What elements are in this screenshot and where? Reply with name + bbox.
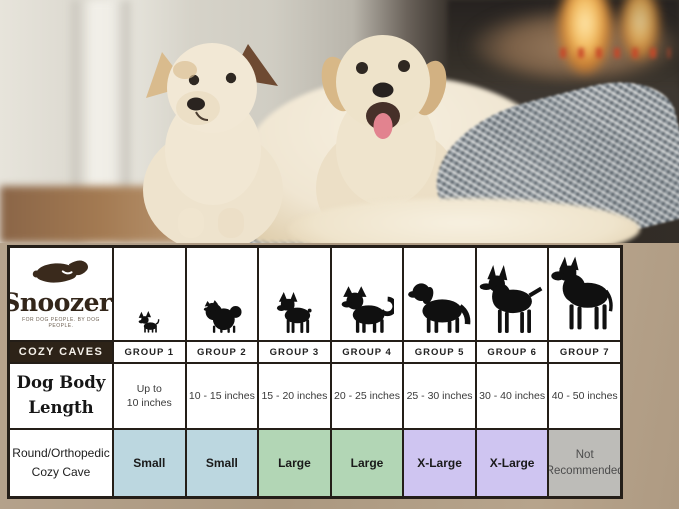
- fireplace-embers: [560, 48, 670, 58]
- dog-silhouette-doberman-icon: [476, 248, 548, 340]
- size-group-7: Not Recommended: [549, 430, 620, 496]
- size-group-1: Small: [114, 430, 185, 496]
- fireplace-flame: [558, 0, 612, 74]
- brand-wordmark: Snoozer®: [10, 290, 112, 315]
- body-length-group-4: 20 - 25 inches: [331, 364, 403, 428]
- size-group-5: X-Large: [404, 430, 475, 496]
- dog-photo-left: [143, 43, 283, 243]
- dog-silhouette-chihuahua-icon: [114, 248, 185, 340]
- body-length-group-6: 30 - 40 inches: [476, 364, 548, 428]
- dog-silhouette-golden-retriever-icon: [404, 248, 475, 340]
- group-header-3: GROUP 3: [259, 342, 330, 362]
- two-dogs-photo: [143, 35, 460, 243]
- dog-silhouette-shiba-inu-icon: [331, 248, 403, 340]
- group-header-6: GROUP 6: [476, 342, 548, 362]
- product-row-label: Round/Orthopedic Cozy Cave: [10, 430, 112, 496]
- size-group-6: X-Large: [476, 430, 548, 496]
- size-table: Snoozer® FOR DOG PEOPLE. BY DOG PEOPLE.: [7, 245, 623, 499]
- body-length-group-5: 25 - 30 inches: [404, 364, 475, 428]
- dog-silhouette-boston-terrier-icon: [259, 248, 330, 340]
- body-length-group-7: 40 - 50 inches: [549, 364, 620, 428]
- group-header-2: GROUP 2: [186, 342, 258, 362]
- dog-silhouette-pomeranian-icon: [186, 248, 258, 340]
- brand-logo: Snoozer® FOR DOG PEOPLE. BY DOG PEOPLE.: [10, 248, 112, 340]
- lifestyle-photo: [0, 0, 679, 243]
- dog-silhouette-great-dane-icon: [549, 248, 620, 340]
- body-length-group-2: 10 - 15 inches: [186, 364, 258, 428]
- group-header-5: GROUP 5: [404, 342, 475, 362]
- body-length-group-3: 15 - 20 inches: [259, 364, 330, 428]
- body-length-row-label: Dog Body Length: [10, 364, 112, 428]
- bed-cushion: [288, 198, 640, 243]
- sizing-chart-strip: Snoozer® FOR DOG PEOPLE. BY DOG PEOPLE.: [0, 243, 679, 509]
- size-group-2: Small: [186, 430, 258, 496]
- body-length-group-1: Up to 10 inches: [114, 364, 185, 428]
- size-group-3: Large: [259, 430, 330, 496]
- group-header-4: GROUP 4: [331, 342, 403, 362]
- size-group-4: Large: [331, 430, 403, 496]
- brand-tagline: FOR DOG PEOPLE. BY DOG PEOPLE.: [22, 317, 100, 329]
- group-header-7: GROUP 7: [549, 342, 620, 362]
- group-header-1: GROUP 1: [114, 342, 185, 362]
- snoozer-dog-head-icon: [32, 260, 89, 283]
- collection-header: COZY CAVES: [10, 342, 112, 362]
